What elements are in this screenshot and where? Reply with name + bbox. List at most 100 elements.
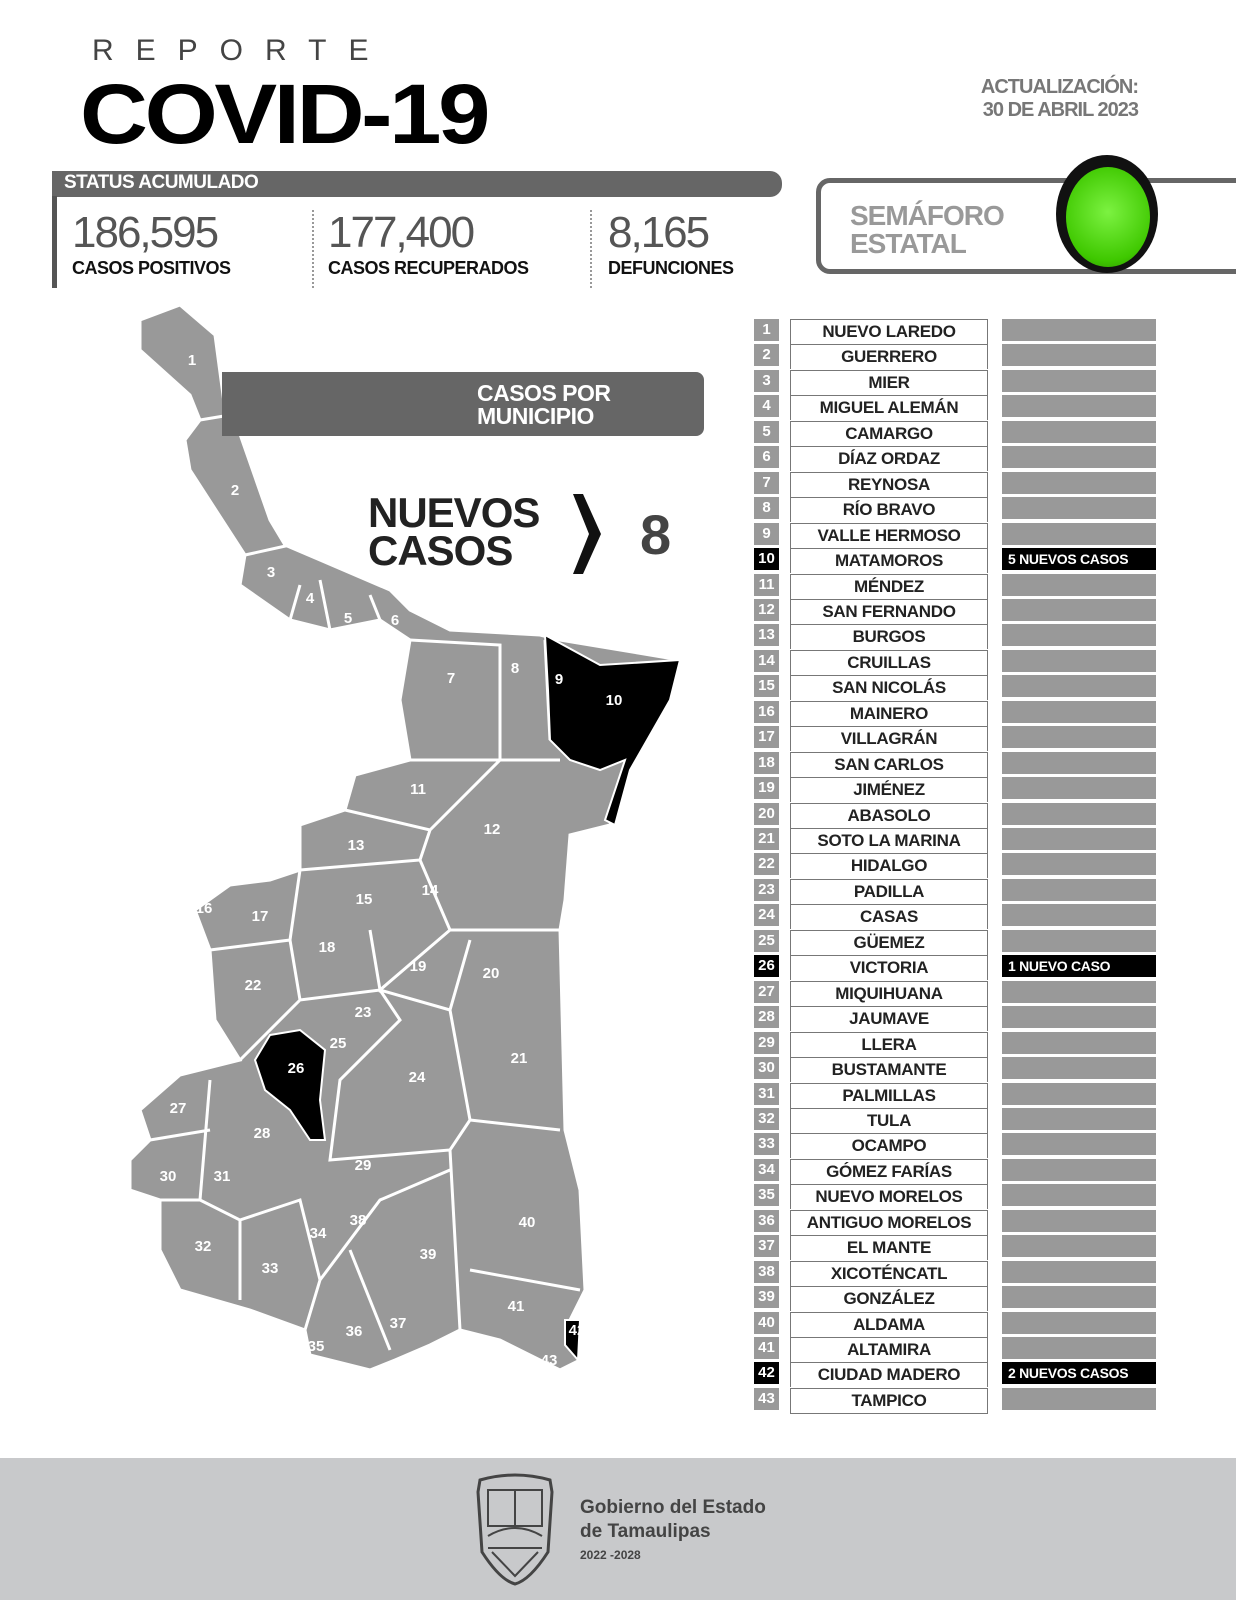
new-cases-cell <box>1002 1209 1156 1232</box>
municipality-name: MÉNDEZ <box>790 573 988 599</box>
new-cases-cell <box>1002 1286 1156 1309</box>
map-label-8: 8 <box>511 660 519 677</box>
new-cases-cell <box>1002 1260 1156 1283</box>
municipality-name: LLERA <box>790 1031 988 1057</box>
divider <box>52 196 57 288</box>
municipality-number: 27 <box>754 980 779 1003</box>
municipality-name: CRUILLAS <box>790 649 988 675</box>
municipality-borders <box>149 413 581 1351</box>
municipality-name: ANTIGUO MORELOS <box>790 1209 988 1235</box>
new-cases-cell <box>1002 751 1156 774</box>
org-name-line-1: Gobierno del Estado <box>580 1497 766 1518</box>
municipality-42-ciudad-madero <box>564 1319 582 1363</box>
municipality-name: XICOTÉNCATL <box>790 1260 988 1286</box>
new-cases-cell <box>1002 1184 1156 1207</box>
municipality-name: DÍAZ ORDAZ <box>790 446 988 472</box>
stat-defunciones: 8,165 DEFUNCIONES <box>608 208 734 279</box>
map-label-40: 40 <box>519 1214 536 1231</box>
map-label-23: 23 <box>355 1004 372 1021</box>
map-label-27: 27 <box>170 1100 187 1117</box>
municipality-name: GONZÁLEZ <box>790 1286 988 1312</box>
municipality-name: SAN CARLOS <box>790 751 988 777</box>
new-cases-cell <box>1002 1133 1156 1156</box>
map-label-24: 24 <box>409 1069 426 1086</box>
new-cases-cell: 1 NUEVO CASO <box>1002 955 1156 978</box>
map-label-7: 7 <box>447 670 455 687</box>
new-cases-cell <box>1002 1107 1156 1130</box>
map-label-1: 1 <box>188 352 196 369</box>
municipality-name: NUEVO LAREDO <box>790 319 988 344</box>
new-cases-cell <box>1002 1387 1156 1410</box>
municipality-name: PALMILLAS <box>790 1082 988 1108</box>
map-label-22: 22 <box>245 977 262 994</box>
municipality-number: 29 <box>754 1031 779 1054</box>
new-cases-cell <box>1002 853 1156 876</box>
municipality-number: 20 <box>754 802 779 825</box>
municipality-number: 15 <box>754 675 779 698</box>
municipality-name: CAMARGO <box>790 420 988 446</box>
new-cases-cell <box>1002 1235 1156 1258</box>
map-label-13: 13 <box>348 837 365 854</box>
new-cases-cell: 2 NUEVOS CASOS <box>1002 1362 1156 1385</box>
municipality-name: SAN NICOLÁS <box>790 675 988 701</box>
new-cases-cell <box>1002 1031 1156 1054</box>
new-cases-label-2: CASOS <box>368 527 513 574</box>
municipality-name: BUSTAMANTE <box>790 1057 988 1083</box>
municipality-number: 36 <box>754 1209 779 1232</box>
term-years: 2022 -2028 <box>580 1548 641 1562</box>
municipality-name: HIDALGO <box>790 853 988 879</box>
municipality-name: VILLAGRÁN <box>790 726 988 752</box>
update-label: ACTUALIZACIÓN: <box>980 76 1139 98</box>
municipality-name: SOTO LA MARINA <box>790 828 988 853</box>
municipality-name: ALDAMA <box>790 1311 988 1337</box>
stat-value: 8,165 <box>608 208 710 257</box>
municipality-name: VICTORIA <box>790 955 988 981</box>
update-info: ACTUALIZACIÓN: 30 DE ABRIL 2023 <box>980 76 1139 122</box>
new-cases-cell <box>1002 573 1156 596</box>
stat-recuperados: 177,400 CASOS RECUPERADOS <box>328 208 529 279</box>
municipality-name: CASAS <box>790 904 988 930</box>
municipality-name: JAUMAVE <box>790 1006 988 1032</box>
municipality-name: BURGOS <box>790 624 988 650</box>
map-label-20: 20 <box>483 965 500 982</box>
update-date: 30 DE ABRIL 2023 <box>982 99 1139 121</box>
municipality-name: VALLE HERMOSO <box>790 522 988 548</box>
new-cases-cell <box>1002 649 1156 672</box>
map-label-9: 9 <box>555 671 563 688</box>
municipality-name: RÍO BRAVO <box>790 497 988 523</box>
map-banner: CASOS POR MUNICIPIO <box>222 372 704 436</box>
municipality-number: 23 <box>754 878 779 901</box>
municipality-number: 16 <box>754 700 779 723</box>
municipality-name: REYNOSA <box>790 471 988 497</box>
map-label-29: 29 <box>355 1157 372 1174</box>
map-label-10: 10 <box>606 692 623 709</box>
divider <box>590 210 592 288</box>
municipality-number: 28 <box>754 1006 779 1029</box>
municipality-name: ABASOLO <box>790 802 988 828</box>
map-label-2: 2 <box>231 482 239 499</box>
municipality-name: TAMPICO <box>790 1387 988 1414</box>
new-cases-cell <box>1002 1337 1156 1359</box>
new-cases-label: NUEVOS CASOS <box>368 492 540 574</box>
municipality-number: 37 <box>754 1235 779 1258</box>
page-title: COVID-19 <box>80 67 490 161</box>
map-label-5: 5 <box>344 610 352 627</box>
map-label-12: 12 <box>484 821 501 838</box>
new-cases-cell <box>1002 395 1156 418</box>
municipality-number: 4 <box>754 395 779 418</box>
new-cases-cell: 5 NUEVOS CASOS <box>1002 548 1156 571</box>
map-label-38: 38 <box>350 1212 367 1229</box>
map-label-35: 35 <box>308 1338 325 1355</box>
municipality-number: 21 <box>754 828 779 850</box>
municipality-number: 7 <box>754 471 779 494</box>
map-label-30: 30 <box>160 1168 177 1185</box>
municipality-number: 11 <box>754 573 779 596</box>
municipality-number: 42 <box>754 1362 779 1385</box>
municipality-10-matamoros <box>543 633 682 827</box>
new-cases-cell <box>1002 904 1156 927</box>
map-label-17: 17 <box>252 908 269 925</box>
new-cases-cell <box>1002 420 1156 443</box>
municipality-number: 39 <box>754 1286 779 1309</box>
map-label-14: 14 <box>422 882 439 899</box>
map-label-33: 33 <box>262 1260 279 1277</box>
